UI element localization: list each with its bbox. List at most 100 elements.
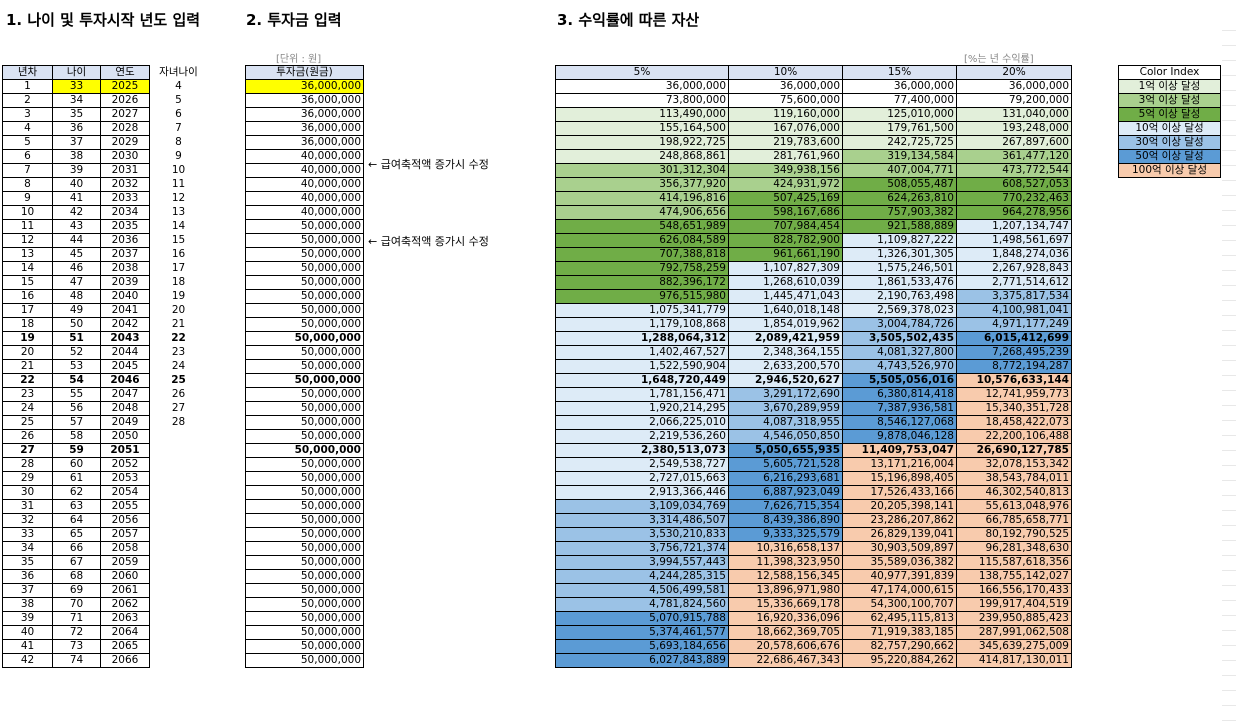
gridline-stub bbox=[1222, 330, 1236, 331]
child-age-cell bbox=[150, 598, 208, 612]
investment-cell[interactable]: 50,000,000 bbox=[245, 527, 364, 542]
asset-cell-rate-15: 9,878,046,128 bbox=[842, 429, 957, 444]
table-row: 50,000,000 bbox=[245, 345, 364, 360]
legend-label: 100억 이상 달성 bbox=[1118, 163, 1221, 178]
investment-cell[interactable]: 40,000,000 bbox=[245, 163, 364, 178]
child-age-cell bbox=[150, 486, 208, 500]
asset-cell-rate-5: 1,075,341,779 bbox=[555, 303, 729, 318]
age-cell: 67 bbox=[52, 555, 101, 570]
color-index-title: Color Index bbox=[1118, 65, 1221, 80]
year-cell: 2032 bbox=[100, 177, 150, 192]
table-row: 35 67 2059 bbox=[2, 555, 208, 570]
asset-cell-rate-15: 6,380,814,418 bbox=[842, 387, 957, 402]
table-row: 32 64 2056 bbox=[2, 513, 208, 528]
asset-cell-rate-10: 75,600,000 bbox=[728, 93, 843, 108]
investment-cell[interactable]: 50,000,000 bbox=[245, 247, 364, 262]
investment-cell[interactable]: 36,000,000 bbox=[245, 79, 364, 94]
investment-cell[interactable]: 50,000,000 bbox=[245, 275, 364, 290]
investment-cell[interactable]: 40,000,000 bbox=[245, 205, 364, 220]
table-row: 31 63 2055 bbox=[2, 499, 208, 514]
year-cell: 2048 bbox=[100, 401, 150, 416]
investment-cell[interactable]: 50,000,000 bbox=[245, 569, 364, 584]
investment-cell[interactable]: 50,000,000 bbox=[245, 359, 364, 374]
investment-cell[interactable]: 40,000,000 bbox=[245, 191, 364, 206]
investment-cell[interactable]: 36,000,000 bbox=[245, 107, 364, 122]
age-cell: 49 bbox=[52, 303, 101, 318]
investment-cell[interactable]: 50,000,000 bbox=[245, 373, 364, 388]
investment-cell[interactable]: 50,000,000 bbox=[245, 219, 364, 234]
investment-cell[interactable]: 50,000,000 bbox=[245, 625, 364, 640]
investment-cell[interactable]: 50,000,000 bbox=[245, 541, 364, 556]
age-cell: 72 bbox=[52, 625, 101, 640]
table-row: 50,000,000 bbox=[245, 331, 364, 346]
age-cell[interactable]: 33 bbox=[52, 79, 101, 94]
investment-cell[interactable]: 50,000,000 bbox=[245, 555, 364, 570]
investment-cell[interactable]: 50,000,000 bbox=[245, 639, 364, 654]
table-row: 2,380,513,073 5,050,655,935 11,409,753,047… bbox=[555, 443, 1072, 458]
investment-cell[interactable]: 40,000,000 bbox=[245, 177, 364, 192]
year-cell: 2058 bbox=[100, 541, 150, 556]
asset-cell-rate-10: 167,076,000 bbox=[728, 121, 843, 136]
asset-cell-rate-5: 707,388,818 bbox=[555, 247, 729, 262]
investment-cell[interactable]: 50,000,000 bbox=[245, 443, 364, 458]
asset-cell-rate-20: 770,232,463 bbox=[956, 191, 1072, 206]
investment-cell[interactable]: 50,000,000 bbox=[245, 415, 364, 430]
year-cell[interactable]: 2025 bbox=[100, 79, 150, 94]
investment-cell[interactable]: 50,000,000 bbox=[245, 401, 364, 416]
child-age-cell: 21 bbox=[171, 318, 186, 330]
investment-cell[interactable]: 36,000,000 bbox=[245, 135, 364, 150]
age-cell: 65 bbox=[52, 527, 101, 542]
asset-cell-rate-5: 1,781,156,471 bbox=[555, 387, 729, 402]
investment-cell[interactable]: 40,000,000 bbox=[245, 149, 364, 164]
investment-cell[interactable]: 50,000,000 bbox=[245, 429, 364, 444]
year-cell: 2027 bbox=[100, 107, 150, 122]
year-cell: 2038 bbox=[100, 261, 150, 276]
year-cell: 2039 bbox=[100, 275, 150, 290]
table-row: 12 44 2036 15 bbox=[2, 233, 208, 248]
asset-cell-rate-10: 5,050,655,935 bbox=[728, 443, 843, 458]
investment-cell[interactable]: 36,000,000 bbox=[245, 121, 364, 136]
investment-cell[interactable]: 50,000,000 bbox=[245, 653, 364, 668]
year-cell: 2036 bbox=[100, 233, 150, 248]
investment-cell[interactable]: 50,000,000 bbox=[245, 345, 364, 360]
investment-cell[interactable]: 50,000,000 bbox=[245, 471, 364, 486]
year-index-cell: 41 bbox=[2, 639, 53, 654]
investment-cell[interactable]: 50,000,000 bbox=[245, 387, 364, 402]
investment-cell[interactable]: 50,000,000 bbox=[245, 499, 364, 514]
investment-cell[interactable]: 50,000,000 bbox=[245, 611, 364, 626]
table-row: 1 33 2025 4 bbox=[2, 79, 208, 94]
year-cell: 2049 bbox=[100, 415, 150, 430]
investment-cell[interactable]: 50,000,000 bbox=[245, 289, 364, 304]
age-cell: 64 bbox=[52, 513, 101, 528]
investment-cell[interactable]: 36,000,000 bbox=[245, 93, 364, 108]
asset-cell-rate-20: 1,207,134,747 bbox=[956, 219, 1072, 234]
investment-cell[interactable]: 50,000,000 bbox=[245, 457, 364, 472]
investment-cell[interactable]: 50,000,000 bbox=[245, 583, 364, 598]
child-age-cell: 9 bbox=[175, 150, 182, 162]
table-row: 18 50 2042 21 bbox=[2, 317, 208, 332]
investment-cell[interactable]: 50,000,000 bbox=[245, 485, 364, 500]
table-row: 50,000,000 bbox=[245, 555, 364, 570]
year-cell: 2026 bbox=[100, 93, 150, 108]
child-age-cell bbox=[150, 444, 208, 458]
gridline-stub bbox=[1222, 495, 1236, 496]
table-row: 3,994,557,443 11,398,323,950 35,589,036,38… bbox=[555, 555, 1072, 570]
investment-cell[interactable]: 50,000,000 bbox=[245, 303, 364, 318]
asset-cell-rate-10: 349,938,156 bbox=[728, 163, 843, 178]
investment-cell[interactable]: 50,000,000 bbox=[245, 331, 364, 346]
year-cell: 2051 bbox=[100, 443, 150, 458]
year-index-cell: 34 bbox=[2, 541, 53, 556]
investment-cell[interactable]: 50,000,000 bbox=[245, 597, 364, 612]
asset-cell-rate-20: 473,772,544 bbox=[956, 163, 1072, 178]
age-cell: 58 bbox=[52, 429, 101, 444]
table-row: 17 49 2041 20 bbox=[2, 303, 208, 318]
age-cell: 44 bbox=[52, 233, 101, 248]
age-cell: 74 bbox=[52, 653, 101, 668]
asset-cell-rate-20: 22,200,106,488 bbox=[956, 429, 1072, 444]
table-row: 1,781,156,471 3,291,172,690 6,380,814,418 1… bbox=[555, 387, 1072, 402]
table-row: 25 57 2049 28 bbox=[2, 415, 208, 430]
investment-cell[interactable]: 50,000,000 bbox=[245, 233, 364, 248]
investment-cell[interactable]: 50,000,000 bbox=[245, 261, 364, 276]
investment-cell[interactable]: 50,000,000 bbox=[245, 513, 364, 528]
investment-cell[interactable]: 50,000,000 bbox=[245, 317, 364, 332]
